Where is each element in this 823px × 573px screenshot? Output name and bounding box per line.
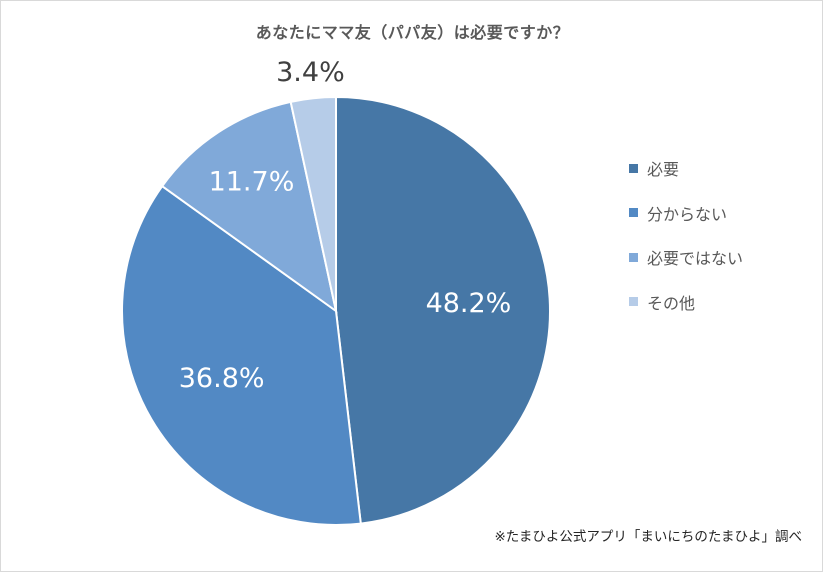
pie-slice-2 [121,184,362,526]
pie-slice-4 [289,95,337,312]
legend-swatch [629,163,638,173]
chart-title: あなたにママ友（パパ友）は必要ですか？ [255,23,570,42]
legend: 必要分からない必要ではない その他 [629,157,743,335]
data-label-4: 3.4% [276,57,345,88]
legend-item-4: その他 [629,291,743,313]
legend-swatch [629,208,638,217]
legend-item-2: 分からない [629,202,743,224]
legend-swatch [629,297,638,306]
legend-label: その他 [647,293,696,313]
legend-label: 必要ではない [647,249,744,268]
pie-slice-1 [335,95,552,525]
legend-label: 必要 [647,160,680,179]
pie-slice-3 [160,100,338,314]
data-label-3: 11.7% [209,167,295,198]
legend-label: 分からない [647,204,728,224]
data-label-1: 48.2% [426,288,512,319]
legend-item-3: 必要ではない [629,246,743,268]
legend-item-1: 必要 [629,157,743,179]
data-label-2: 36.8% [179,363,265,394]
legend-swatch [629,252,638,262]
source-note: ※たまひよ公式アプリ「まいにちのたまひよ」調べ [494,529,802,545]
